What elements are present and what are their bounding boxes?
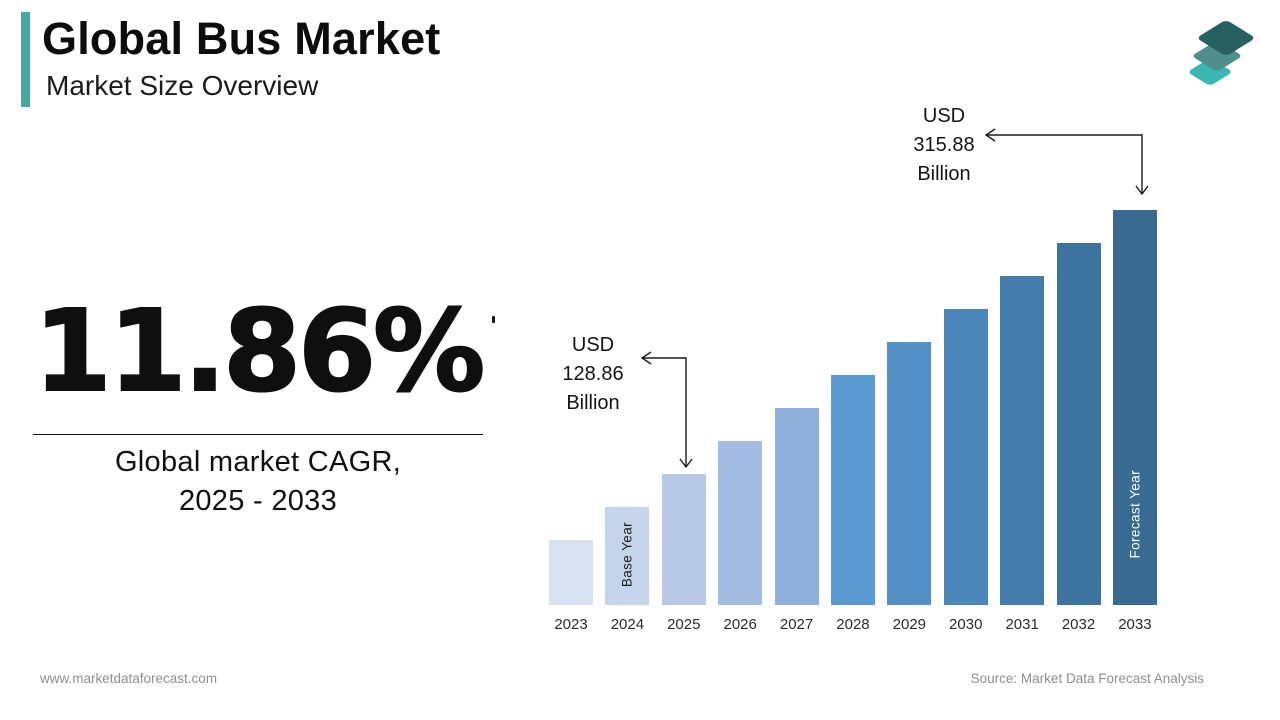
kpi-cagr-value: 11.86%: [33, 287, 486, 417]
year-label-2032: 2032: [1061, 616, 1096, 633]
arrow-2033: [984, 128, 1149, 196]
bar-vertical-label-2024: Base Year: [619, 522, 635, 588]
year-label-2033: 2033: [1118, 616, 1152, 633]
chart-bars: Base Year Forecast Year: [549, 210, 1157, 605]
year-label-2028: 2028: [836, 616, 870, 633]
bar-vertical-label-2033: Forecast Year: [1127, 470, 1143, 559]
bar-2023: [549, 540, 593, 605]
bar-2024: Base Year: [605, 507, 650, 605]
year-label-2023: 2023: [554, 616, 588, 633]
bar-2030: [943, 309, 988, 605]
year-label-2026: 2026: [723, 616, 757, 633]
year-label-2030: 2030: [949, 616, 983, 633]
logo-layer-top: [1198, 21, 1254, 55]
bar-2032: [1056, 243, 1101, 605]
stray-mark: [492, 316, 495, 323]
bar-2026: [718, 441, 763, 605]
bar-2028: [830, 375, 875, 605]
chart-year-labels: 2023 2024 2025 2026 2027 2028 2029 2030 2031 2032…: [549, 616, 1157, 633]
year-label-2025: 2025: [667, 616, 701, 633]
footer-source-text: Source: Market Data Forecast Analysis: [970, 671, 1204, 686]
bar-2031: [1000, 276, 1045, 605]
page-subtitle: Market Size Overview: [46, 70, 319, 101]
annotation-2033-line1: USD: [922, 105, 966, 127]
annotation-2033-value: USD 315.88 Billion: [899, 102, 989, 189]
kpi-block: 11.86% Global market CAGR, 2025 - 2033: [33, 287, 486, 521]
bar-2025: [661, 474, 706, 605]
kpi-caption: Global market CAGR, 2025 - 2033: [33, 443, 483, 521]
title-accent-bar: [21, 12, 30, 107]
annotation-2033-line3: Billion: [917, 163, 971, 185]
bar-2033: Forecast Year: [1112, 210, 1157, 605]
kpi-caption-line2: 2025 - 2033: [178, 485, 338, 518]
kpi-caption-line1: Global market CAGR,: [114, 446, 402, 478]
page-title: Global Bus Market: [42, 13, 441, 64]
layers-logo-icon: [1190, 21, 1254, 85]
annotation-2025-line2: 128.86: [562, 363, 624, 385]
year-label-2031: 2031: [1005, 616, 1039, 633]
annotation-2025-value: USD 128.86 Billion: [548, 331, 638, 418]
annotation-2033-line2: 315.88: [913, 134, 975, 156]
bar-2029: [887, 342, 932, 605]
year-label-2027: 2027: [779, 616, 814, 633]
year-label-2029: 2029: [892, 616, 927, 633]
kpi-divider: [33, 434, 483, 435]
bar-2027: [774, 408, 819, 605]
annotation-2025-line3: Billion: [566, 392, 620, 414]
year-label-2024: 2024: [610, 616, 645, 633]
annotation-2025-line1: USD: [571, 334, 615, 356]
footer-website-text: www.marketdataforecast.com: [40, 671, 218, 686]
